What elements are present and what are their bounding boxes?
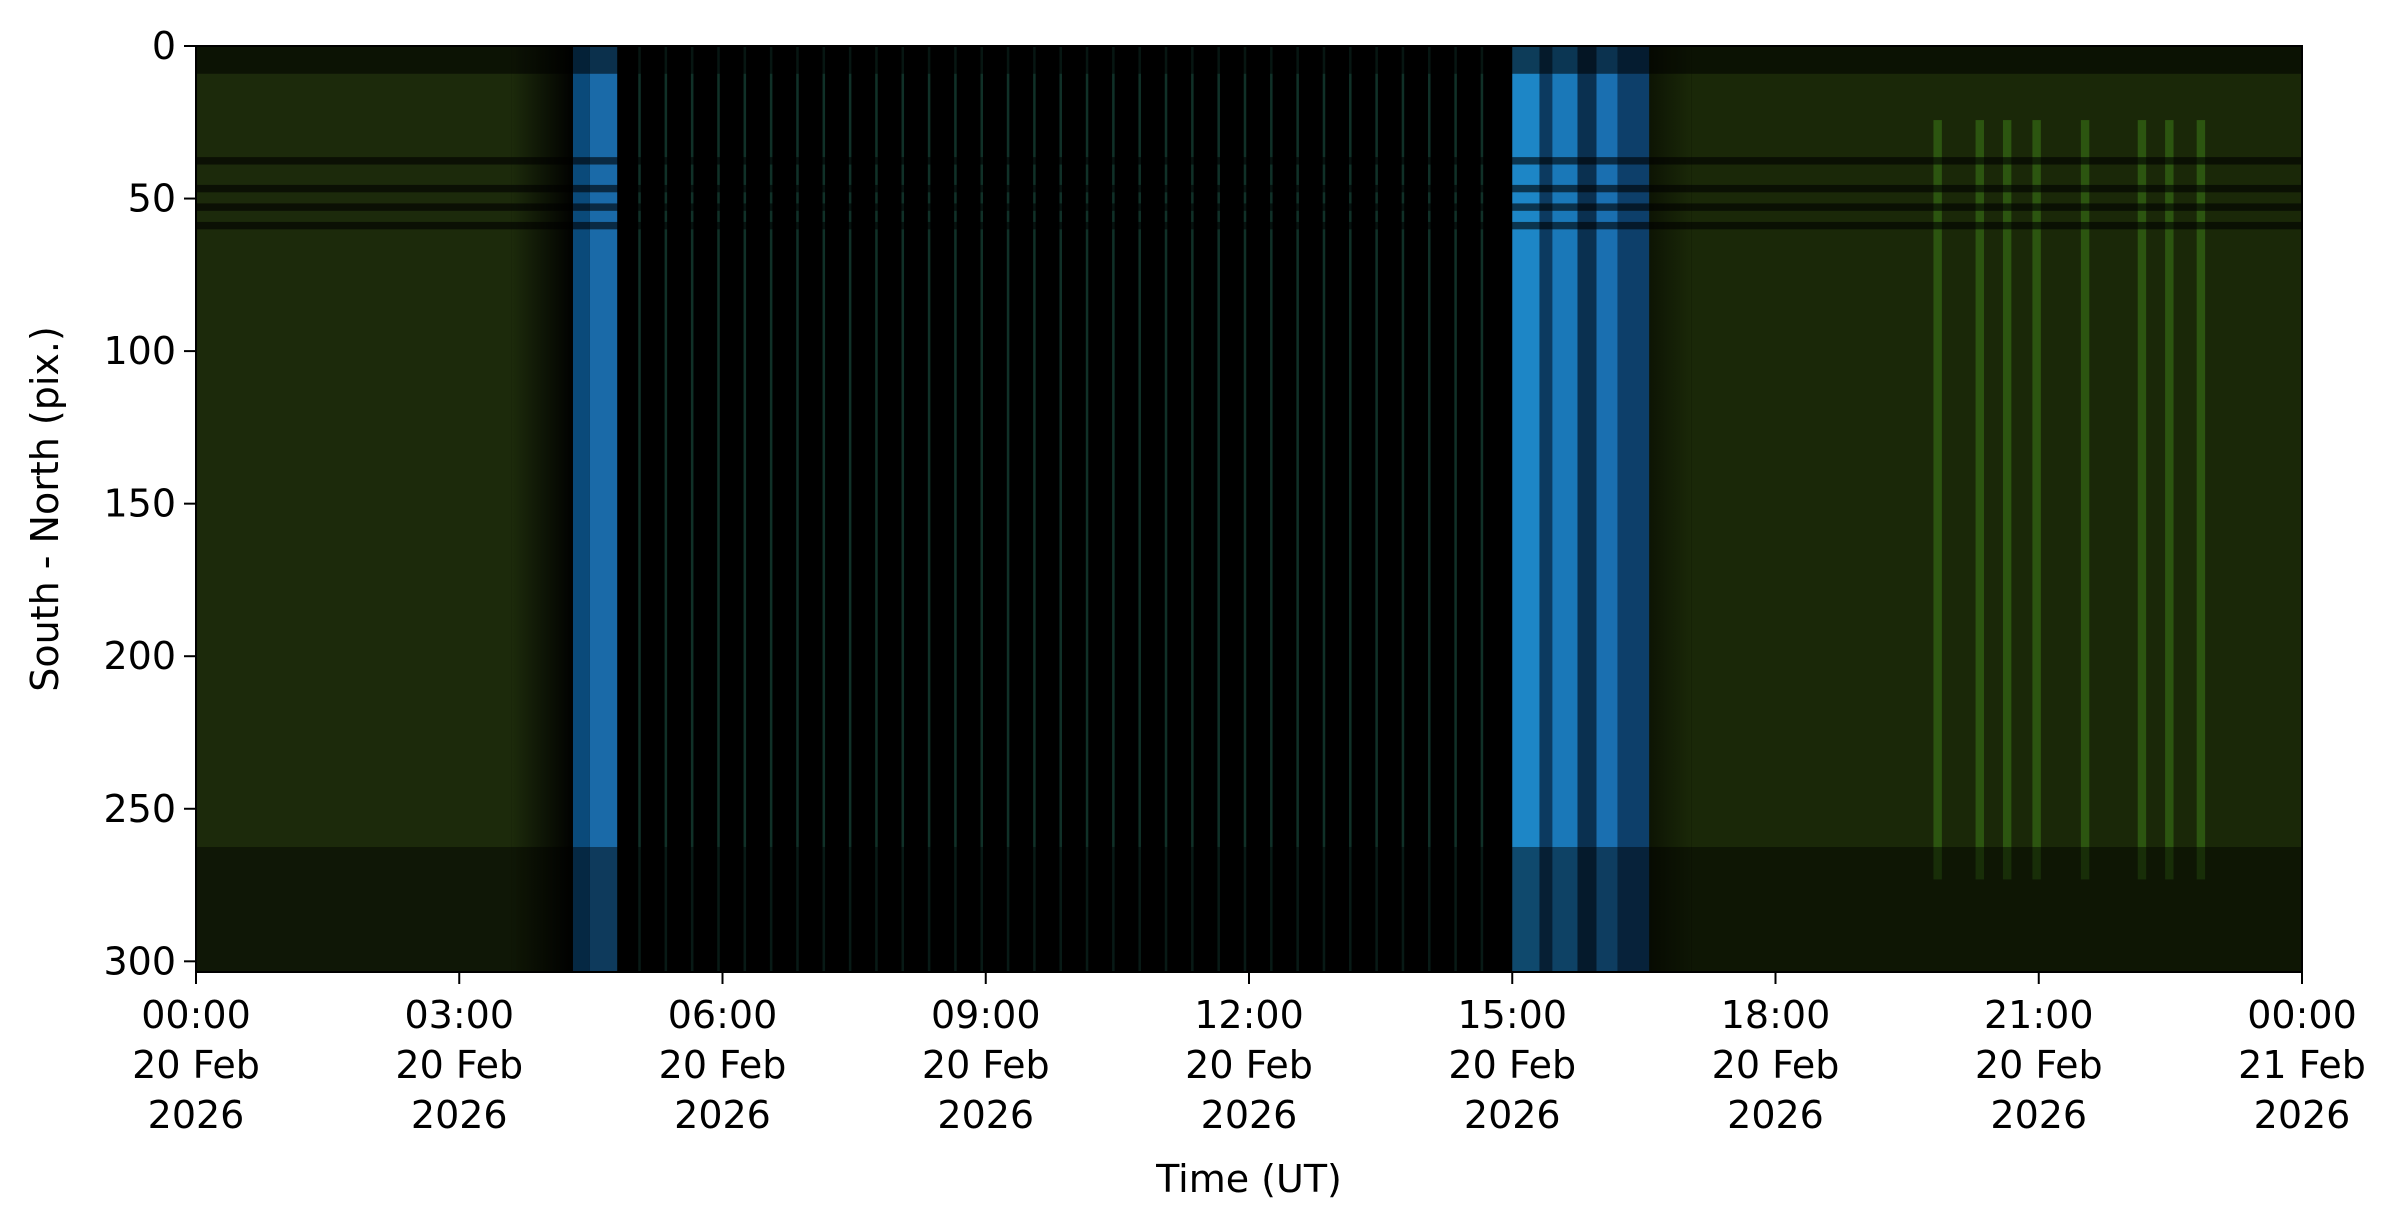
x-tick-label: 2026 <box>2254 1093 2351 1137</box>
x-axis-label: Time (UT) <box>1155 1157 1342 1201</box>
image-region <box>822 46 826 972</box>
image-region <box>743 46 747 972</box>
y-tick-label: 150 <box>103 482 176 526</box>
y-tick-label: 0 <box>152 24 176 68</box>
image-region <box>980 46 984 972</box>
image-region <box>1975 120 1984 880</box>
x-tick-label: 2026 <box>1727 1093 1824 1137</box>
axes: 0 50 100 150 200 250 300 00:00 20 Feb 2026 03:00 20… <box>103 24 2365 1137</box>
y-tick-label: 300 <box>103 939 176 983</box>
keogram-image <box>196 46 2302 972</box>
x-tick-label: 2026 <box>937 1093 1034 1137</box>
image-region <box>901 46 905 972</box>
x-tick-label: 15:00 <box>1457 993 1567 1037</box>
y-axis-label: South - North (pix.) <box>23 326 67 692</box>
image-region <box>1375 46 1378 972</box>
image-region <box>664 46 668 972</box>
image-region <box>1138 46 1141 972</box>
image-region <box>2196 120 2206 880</box>
image-region <box>1191 46 1194 972</box>
image-region <box>1552 46 1578 972</box>
image-region <box>690 46 694 972</box>
x-tick-label: 2026 <box>1990 1093 2087 1137</box>
image-region <box>1164 46 1168 972</box>
image-region <box>196 46 2302 74</box>
image-region <box>196 846 2302 972</box>
image-region <box>1349 46 1352 972</box>
image-region <box>927 46 931 972</box>
image-region <box>1454 46 1457 972</box>
x-tick-label: 20 Feb <box>1448 1043 1576 1087</box>
x-tick-label: 00:00 <box>141 993 251 1037</box>
image-region <box>1085 46 1089 972</box>
image-region <box>769 46 773 972</box>
image-region <box>2002 120 2012 880</box>
x-tick-label: 21 Feb <box>2238 1043 2366 1087</box>
x-tick-label: 09:00 <box>931 993 1041 1037</box>
image-region <box>1480 46 1484 972</box>
image-region <box>511 46 576 972</box>
x-tick-label: 18:00 <box>1721 993 1831 1037</box>
x-tick-label: 03:00 <box>404 993 514 1037</box>
image-region <box>196 203 2302 211</box>
image-region <box>196 184 2302 193</box>
image-region <box>848 46 852 972</box>
x-tick-label: 21:00 <box>1984 993 2094 1037</box>
x-tick-label: 20 Feb <box>659 1043 787 1087</box>
image-region <box>1428 46 1431 972</box>
x-tick-label: 12:00 <box>1194 993 1304 1037</box>
x-tick-label: 2026 <box>148 1093 245 1137</box>
x-tick-label: 20 Feb <box>1185 1043 1313 1087</box>
x-tick-label: 2026 <box>1464 1093 1561 1137</box>
image-region <box>717 46 720 972</box>
image-region <box>572 46 590 972</box>
image-region <box>1596 46 1618 972</box>
image-region <box>1243 46 1247 972</box>
image-region <box>1059 46 1062 972</box>
image-region <box>1112 46 1115 972</box>
image-region <box>589 46 618 972</box>
image-region <box>1617 46 1650 972</box>
x-tick-label: 20 Feb <box>1975 1043 2103 1087</box>
x-tick-label: 2026 <box>674 1093 771 1137</box>
image-region <box>1401 46 1405 972</box>
y-tick-label: 250 <box>103 787 176 831</box>
image-region <box>2080 120 2090 880</box>
x-tick-label: 20 Feb <box>132 1043 260 1087</box>
image-region <box>1933 120 1942 880</box>
image-region <box>1033 46 1036 972</box>
y-tick-label: 200 <box>103 634 176 678</box>
x-tick-label: 20 Feb <box>922 1043 1050 1087</box>
image-region <box>2165 120 2174 880</box>
image-region <box>638 46 641 972</box>
image-region <box>1270 46 1273 972</box>
image-region <box>1539 46 1553 972</box>
x-tick-label: 20 Feb <box>1712 1043 1840 1087</box>
x-tick-label: 2026 <box>1201 1093 1298 1137</box>
image-region <box>1217 46 1220 972</box>
image-region <box>1577 46 1597 972</box>
x-tick-label: 2026 <box>411 1093 508 1137</box>
image-region <box>196 221 2302 230</box>
image-region <box>1296 46 1299 972</box>
image-region <box>196 157 2302 165</box>
x-tick-label: 06:00 <box>668 993 778 1037</box>
image-region <box>196 46 512 972</box>
image-region <box>1512 46 1540 972</box>
image-region <box>1006 46 1010 972</box>
image-region <box>954 46 957 972</box>
image-region <box>2137 120 2147 880</box>
y-tick-label: 50 <box>128 177 176 221</box>
image-region <box>1322 46 1326 972</box>
image-region <box>875 46 878 972</box>
y-tick-label: 100 <box>103 329 176 373</box>
x-tick-label: 20 Feb <box>395 1043 523 1087</box>
image-region <box>796 46 799 972</box>
x-tick-label: 00:00 <box>2247 993 2357 1037</box>
image-region <box>2032 120 2041 880</box>
